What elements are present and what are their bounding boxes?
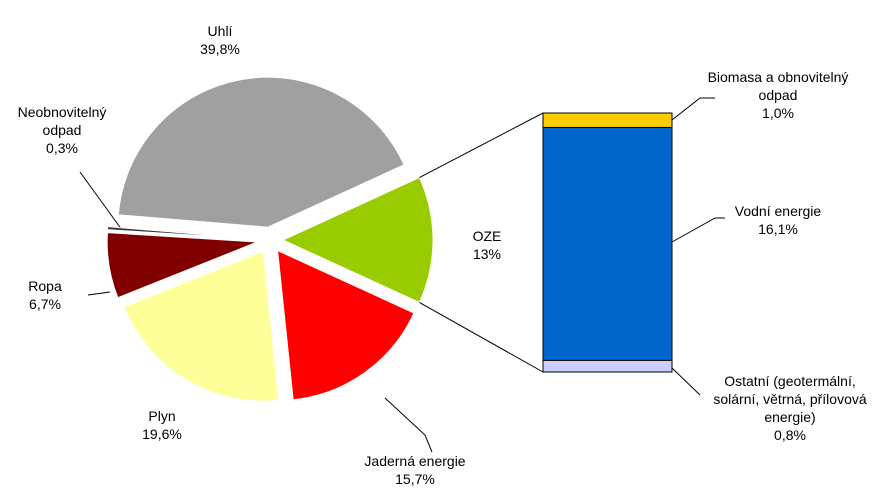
leader-lines xyxy=(79,97,725,453)
leader-line xyxy=(671,217,725,243)
connector-line xyxy=(419,302,544,373)
pie-slice xyxy=(117,76,405,228)
value-label: 0,3% xyxy=(46,140,78,156)
category-name: Plyn xyxy=(148,408,176,424)
value-label: 6,7% xyxy=(29,296,61,312)
pie-slice xyxy=(106,226,258,240)
leader-line xyxy=(79,171,123,231)
value-label: 16,1% xyxy=(758,221,798,237)
data-label: Biomasa a obnovitelný odpad 1,0% xyxy=(698,68,858,122)
pie-slice xyxy=(123,250,280,402)
value-label: 19,6% xyxy=(142,426,182,442)
data-label: Ostatní (geotermální, solární, větrná, p… xyxy=(705,372,875,444)
connector-line xyxy=(419,112,544,178)
category-name: Ostatní (geotermální, solární, větrná, p… xyxy=(713,373,867,425)
category-name: Neobnovitelný odpad xyxy=(17,104,107,138)
bar-segment xyxy=(542,359,673,373)
data-label: Jaderná energie 15,7% xyxy=(335,452,495,488)
category-name: Ropa xyxy=(28,278,62,294)
bar-segment xyxy=(542,112,673,128)
value-label: 1,0% xyxy=(762,105,794,121)
data-label: Vodní energie 16,1% xyxy=(698,202,858,238)
pie-slice xyxy=(106,232,258,299)
leader-line xyxy=(671,367,701,396)
data-label: Neobnovitelný odpad 0,3% xyxy=(2,103,122,157)
category-name: Jaderná energie xyxy=(364,453,466,469)
pie-slice xyxy=(281,176,434,304)
data-label: OZE 13% xyxy=(447,227,527,263)
category-name: Biomasa a obnovitelný odpad xyxy=(707,69,849,103)
value-label: 15,7% xyxy=(395,471,435,487)
data-label: Uhlí 39,8% xyxy=(160,22,280,58)
data-label: Ropa 6,7% xyxy=(5,277,85,313)
category-name: OZE xyxy=(472,228,502,244)
value-label: 13% xyxy=(472,246,502,262)
value-label: 39,8% xyxy=(200,41,240,57)
category-name: Vodní energie xyxy=(734,203,822,219)
leader-line xyxy=(87,291,111,296)
leader-line xyxy=(384,397,433,453)
pie-slice xyxy=(276,249,415,401)
leader-line xyxy=(671,97,715,121)
value-label: 0,8% xyxy=(774,427,806,443)
category-name: Uhlí xyxy=(207,23,233,39)
data-label: Plyn 19,6% xyxy=(112,407,212,443)
bar-segment xyxy=(542,126,673,361)
